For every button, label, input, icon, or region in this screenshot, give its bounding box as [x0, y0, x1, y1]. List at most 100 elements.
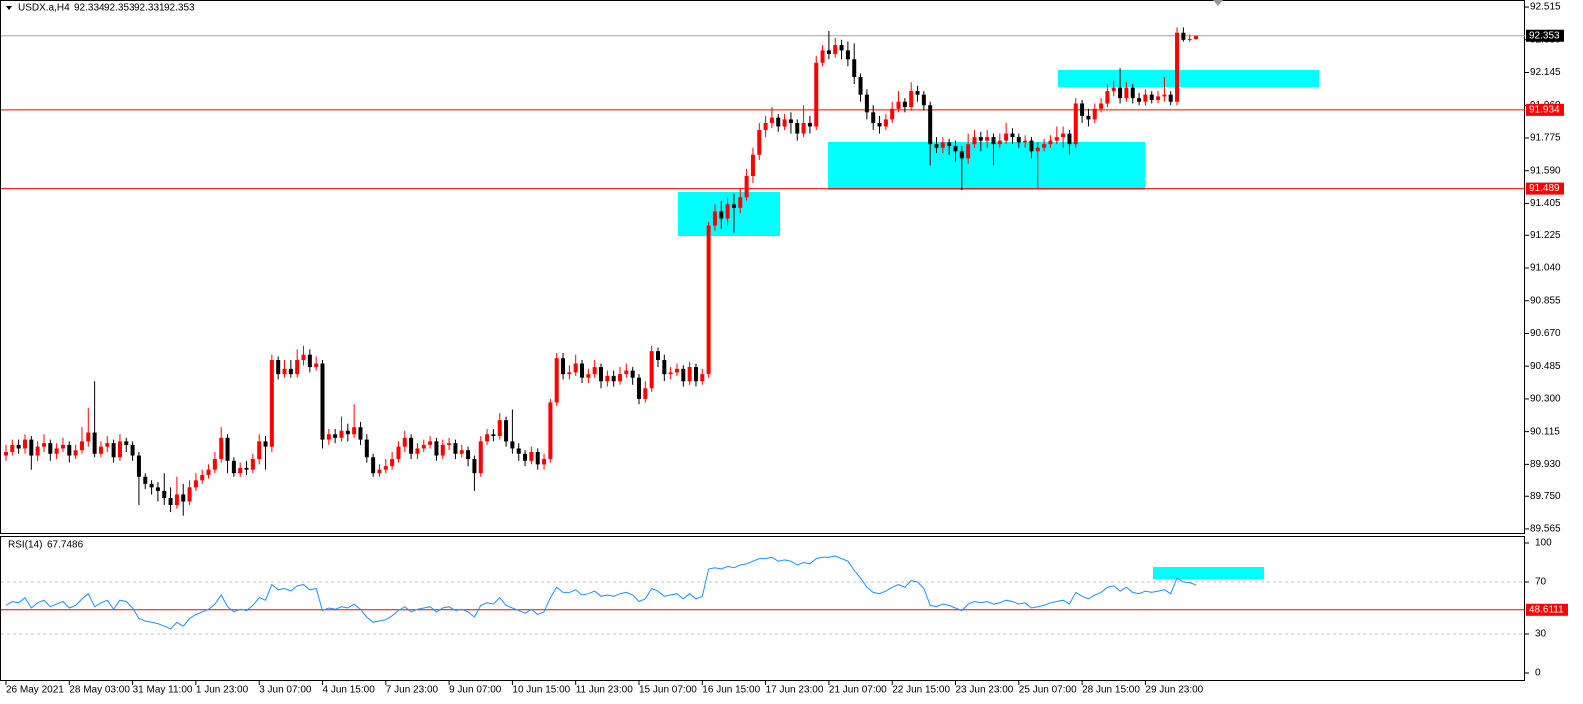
rsi-y-tick-label: 100 — [1535, 538, 1552, 549]
candle-body — [940, 142, 945, 148]
candle-body — [54, 448, 59, 454]
x-tick-label: 10 Jun 15:00 — [512, 685, 570, 696]
current-price-tag — [1526, 29, 1564, 42]
candle-body — [326, 434, 331, 440]
candle-body — [1023, 140, 1028, 143]
candle-body — [997, 140, 1002, 145]
rsi-current: 67.7486 — [47, 540, 84, 551]
y-tick-label: 91.040 — [1530, 263, 1561, 274]
candle-body — [839, 45, 844, 51]
candle-body — [10, 444, 15, 452]
candle-body — [738, 197, 743, 208]
candle-body — [168, 497, 173, 506]
candle-body — [896, 101, 901, 109]
x-tick-label: 31 May 11:00 — [133, 685, 193, 696]
candle-body — [687, 367, 692, 382]
candle-body — [788, 119, 793, 123]
candle-body — [1067, 133, 1072, 145]
y-tick-label: 90.300 — [1530, 394, 1561, 405]
candle-body — [542, 459, 547, 465]
candle-body — [1175, 32, 1180, 102]
menu-arrow — [6, 6, 12, 10]
candle-body — [959, 151, 964, 159]
candle-body — [1118, 87, 1123, 99]
candle-body — [1035, 147, 1040, 152]
candle-body — [79, 441, 84, 451]
x-tick-label: 25 Jun 07:00 — [1019, 685, 1077, 696]
candle-body — [580, 363, 585, 378]
candle-body — [181, 494, 186, 502]
candle-body — [801, 122, 806, 134]
y-tick-label: 91.225 — [1530, 230, 1561, 241]
candle-body — [497, 420, 502, 437]
candle-body — [244, 467, 249, 470]
candle-body — [586, 374, 591, 378]
y-tick-label: 91.775 — [1530, 133, 1561, 144]
zone — [828, 142, 1145, 190]
candle-body — [377, 469, 382, 474]
candle-body — [453, 443, 458, 454]
candle-body — [567, 372, 572, 375]
candle-body — [345, 430, 350, 435]
rsi-level-tag — [1526, 603, 1568, 616]
y-tick-label: 91.590 — [1530, 165, 1561, 176]
candle-body — [991, 137, 996, 145]
candle-body — [807, 122, 812, 127]
candle-body — [402, 437, 407, 447]
candle-body — [719, 211, 724, 219]
y-tick-label: 89.750 — [1530, 491, 1561, 502]
candle-body — [776, 117, 781, 127]
x-tick-label: 22 Jun 15:00 — [892, 685, 950, 696]
candle-body — [833, 45, 838, 54]
candle-body — [1042, 144, 1047, 148]
candle-body — [750, 154, 755, 177]
candle-body — [472, 459, 477, 474]
candle-body — [459, 450, 464, 454]
rsi-y-tick-label: 70 — [1535, 577, 1547, 588]
price-level-label: 91.934 — [1529, 104, 1560, 115]
candle-body — [1080, 103, 1085, 116]
candle-body — [548, 402, 553, 460]
candle-body — [820, 50, 825, 63]
zone — [1058, 70, 1319, 87]
candle-body — [826, 50, 831, 54]
x-tick-label: 29 Jun 23:00 — [1145, 685, 1203, 696]
y-tick-label: 91.405 — [1530, 198, 1561, 209]
x-tick-label: 28 May 03:00 — [69, 685, 130, 696]
x-tick-label: 11 Jun 23:00 — [576, 685, 634, 696]
y-tick-label: 89.565 — [1530, 524, 1561, 535]
ohlc-open: 92.334 — [74, 3, 105, 14]
candle-body — [98, 446, 103, 454]
candle-body — [301, 354, 306, 360]
candle-body — [978, 137, 983, 141]
candle-body — [592, 367, 597, 375]
candle-body — [219, 437, 224, 460]
candle-body — [105, 443, 110, 447]
candle-body — [1194, 35, 1199, 40]
candle-body — [700, 374, 705, 382]
candle-body — [757, 130, 762, 155]
candle-body — [1111, 87, 1116, 92]
candle-body — [428, 441, 433, 445]
candle-body — [877, 122, 882, 127]
candle-body — [41, 443, 46, 447]
ohlc-close: 92.353 — [164, 3, 195, 14]
candle-body — [447, 443, 452, 445]
candle-body — [371, 457, 376, 474]
candle-body — [231, 460, 236, 474]
price-level-label: 91.489 — [1529, 183, 1560, 194]
candle-body — [434, 441, 439, 456]
candle-body — [871, 112, 876, 123]
y-tick-label: 90.485 — [1530, 361, 1561, 372]
candle-body — [662, 359, 667, 375]
x-tick-label: 4 Jun 15:00 — [323, 685, 376, 696]
candle-body — [117, 441, 122, 458]
rsi-name: RSI(14) — [8, 540, 42, 551]
candle-body — [814, 62, 819, 127]
candle-body — [149, 483, 154, 488]
candle-body — [674, 368, 679, 373]
candle-body — [162, 490, 167, 498]
